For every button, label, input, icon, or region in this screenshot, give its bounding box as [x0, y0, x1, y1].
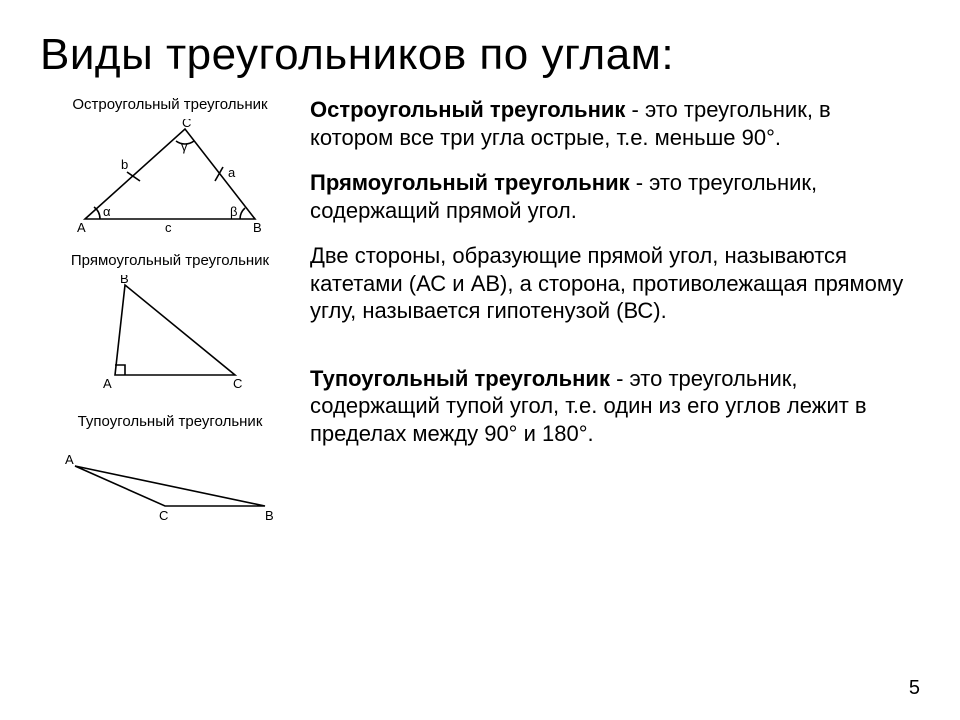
figures-column: Остроугольный треугольник A B	[40, 96, 300, 544]
angle-alpha-label: α	[103, 204, 111, 219]
angle-gamma-label: γ	[181, 139, 188, 154]
side-a-label: a	[228, 165, 236, 180]
definition-right-2: Две стороны, образующие прямой угол, наз…	[310, 242, 920, 325]
figure-obtuse: Тупоугольный треугольник A B C	[40, 413, 300, 526]
acute-triangle-svg: A B C a b c α β γ	[65, 119, 275, 234]
obtuse-triangle-svg: A B C	[55, 436, 285, 526]
content-row: Остроугольный треугольник A B	[40, 96, 920, 544]
right-vertex-b-label: B	[120, 275, 129, 286]
vertex-c-label: C	[182, 119, 191, 130]
vertex-b-label: B	[253, 220, 262, 234]
vertex-a-label: A	[77, 220, 86, 234]
angle-beta-label: β	[230, 204, 237, 219]
side-b-label: b	[121, 157, 128, 172]
page-title: Виды треугольников по углам:	[40, 30, 920, 80]
definition-right-1: Прямоугольный треугольник - это треуголь…	[310, 169, 920, 224]
text-column: Остроугольный треугольник - это треуголь…	[300, 96, 920, 544]
term-obtuse: Тупоугольный треугольник	[310, 366, 610, 391]
right-triangle-svg: A B C	[65, 275, 275, 395]
right-vertex-c-label: C	[233, 376, 242, 391]
figure-obtuse-caption: Тупоугольный треугольник	[40, 413, 300, 430]
figure-acute-caption: Остроугольный треугольник	[40, 96, 300, 113]
side-c-label: c	[165, 220, 172, 234]
figure-acute: Остроугольный треугольник A B	[40, 96, 300, 234]
definition-acute: Остроугольный треугольник - это треуголь…	[310, 96, 920, 151]
definition-obtuse: Тупоугольный треугольник - это треугольн…	[310, 365, 920, 448]
obtuse-vertex-b-label: B	[265, 508, 274, 523]
slide: Виды треугольников по углам: Остроугольн…	[0, 0, 960, 720]
term-acute: Остроугольный треугольник	[310, 97, 625, 122]
obtuse-vertex-c-label: C	[159, 508, 168, 523]
right-vertex-a-label: A	[103, 376, 112, 391]
figure-right: Прямоугольный треугольник A B C	[40, 252, 300, 395]
term-right: Прямоугольный треугольник	[310, 170, 630, 195]
figure-right-caption: Прямоугольный треугольник	[40, 252, 300, 269]
obtuse-vertex-a-label: A	[65, 452, 74, 467]
page-number: 5	[909, 677, 920, 700]
